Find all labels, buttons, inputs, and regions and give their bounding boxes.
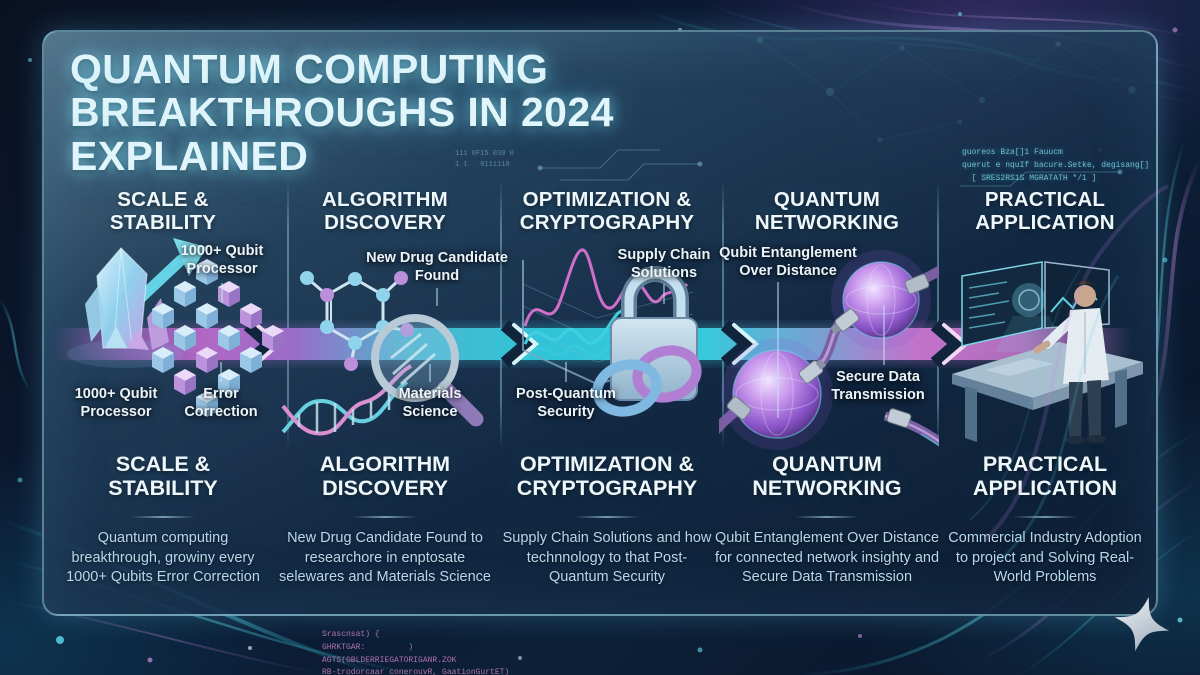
summary-divider xyxy=(575,516,639,518)
workstation-monitors-icon xyxy=(952,261,1143,442)
column-divider xyxy=(937,180,939,448)
caption-qubit-processor-top: 1000+ Qubit Processor xyxy=(180,243,264,277)
stage-header-quantum-networking: QUANTUM NETWORKING xyxy=(754,188,900,235)
summary-divider xyxy=(1013,516,1077,518)
code-decoration-top-right: guoreos Bza[]1 Fauucm querut e nquIf bacu… xyxy=(962,148,1150,183)
caption-post-quantum-security: Post-Quantum Security xyxy=(516,386,616,420)
caption-connector xyxy=(883,305,885,365)
summary-description-scale-stability: Quantum computing breakthrough, growiny … xyxy=(66,530,260,586)
summary-divider xyxy=(795,516,859,518)
column-divider xyxy=(722,180,724,448)
caption-connector xyxy=(429,364,431,382)
cable-plug-icon xyxy=(726,273,930,428)
molecule-icon xyxy=(300,271,414,371)
magnifier-icon xyxy=(371,314,484,427)
padlock-icon xyxy=(592,266,702,417)
title-line: QUANTUM COMPUTING xyxy=(70,46,549,92)
summary-header-practical-application: PRACTICAL APPLICATION xyxy=(972,452,1118,501)
summary-divider xyxy=(353,516,417,518)
scientist-icon xyxy=(1033,281,1109,444)
chain-links-icon xyxy=(592,345,702,417)
optimization-cryptography-illustration xyxy=(522,248,702,417)
algorithm-discovery-illustration xyxy=(281,271,484,436)
hologram-icon xyxy=(1018,289,1040,311)
summary-description-optimization-cryptography: Supply Chain Solutions and how technnolo… xyxy=(502,530,712,586)
summary-header-optimization-cryptography: OPTIMIZATION & CRYPTOGRAPHY xyxy=(516,452,698,501)
caption-connector xyxy=(777,282,779,418)
summary-description-quantum-networking: Qubit Entanglement Over Distance for con… xyxy=(714,530,940,586)
caption-connector xyxy=(663,284,665,304)
caption-connector xyxy=(565,362,567,382)
caption-qubit-processor-bottom: 1000+ Qubit Processor xyxy=(74,386,158,420)
scale-stability-illustration xyxy=(67,238,284,417)
stage-header-optimization-cryptography: OPTIMIZATION & CRYPTOGRAPHY xyxy=(519,188,695,235)
code-decoration-bottom: Srascnsat) {GHRKTGAR: ) AGTS(GBLDERRIEGAT… xyxy=(322,630,510,675)
summary-header-scale-stability: SCALE & STABILITY xyxy=(108,452,218,501)
caption-new-drug-candidate: New Drug Candidate Found xyxy=(366,250,508,284)
column-divider xyxy=(287,180,289,448)
caption-supply-chain: Supply Chain Solutions xyxy=(617,247,711,281)
column-divider xyxy=(500,180,502,448)
summary-header-quantum-networking: QUANTUM NETWORKING xyxy=(752,452,902,501)
caption-qubit-entanglement: Qubit Entanglement Over Distance xyxy=(719,245,857,279)
caption-connector xyxy=(220,362,222,382)
title-line: BREAKTHROUGHS IN 2024 xyxy=(70,89,614,136)
star-dots xyxy=(17,12,1183,663)
summary-divider xyxy=(131,516,195,518)
stage-header-scale-stability: SCALE & STABILITY xyxy=(109,188,217,235)
stage-header-practical-application: PRACTICAL APPLICATION xyxy=(975,188,1115,235)
summary-description-practical-application: Commercial Industry Adoption to project … xyxy=(948,530,1142,586)
caption-connector xyxy=(436,288,438,306)
practical-application-illustration xyxy=(952,261,1143,444)
infographic-title: QUANTUM COMPUTING BREAKTHROUGHS IN 2024 … xyxy=(70,46,670,179)
qubit-sphere-icon xyxy=(831,250,931,350)
crystal-growth-icon xyxy=(85,247,169,350)
caption-error-correction: Error Correction xyxy=(184,386,258,420)
summary-header-algorithm-discovery: ALGORITHM DISCOVERY xyxy=(319,452,451,501)
stage-header-algorithm-discovery: ALGORITHM DISCOVERY xyxy=(322,188,448,235)
caption-secure-data: Secure Data Transmission xyxy=(831,369,925,403)
title-line: EXPLAINED xyxy=(70,132,309,179)
caption-materials-science: Materials Science xyxy=(398,386,462,420)
sparkle-star-icon xyxy=(1114,596,1170,652)
summary-description-algorithm-discovery: New Drug Candidate Found to researchore … xyxy=(279,530,491,586)
caption-connector xyxy=(221,283,223,303)
